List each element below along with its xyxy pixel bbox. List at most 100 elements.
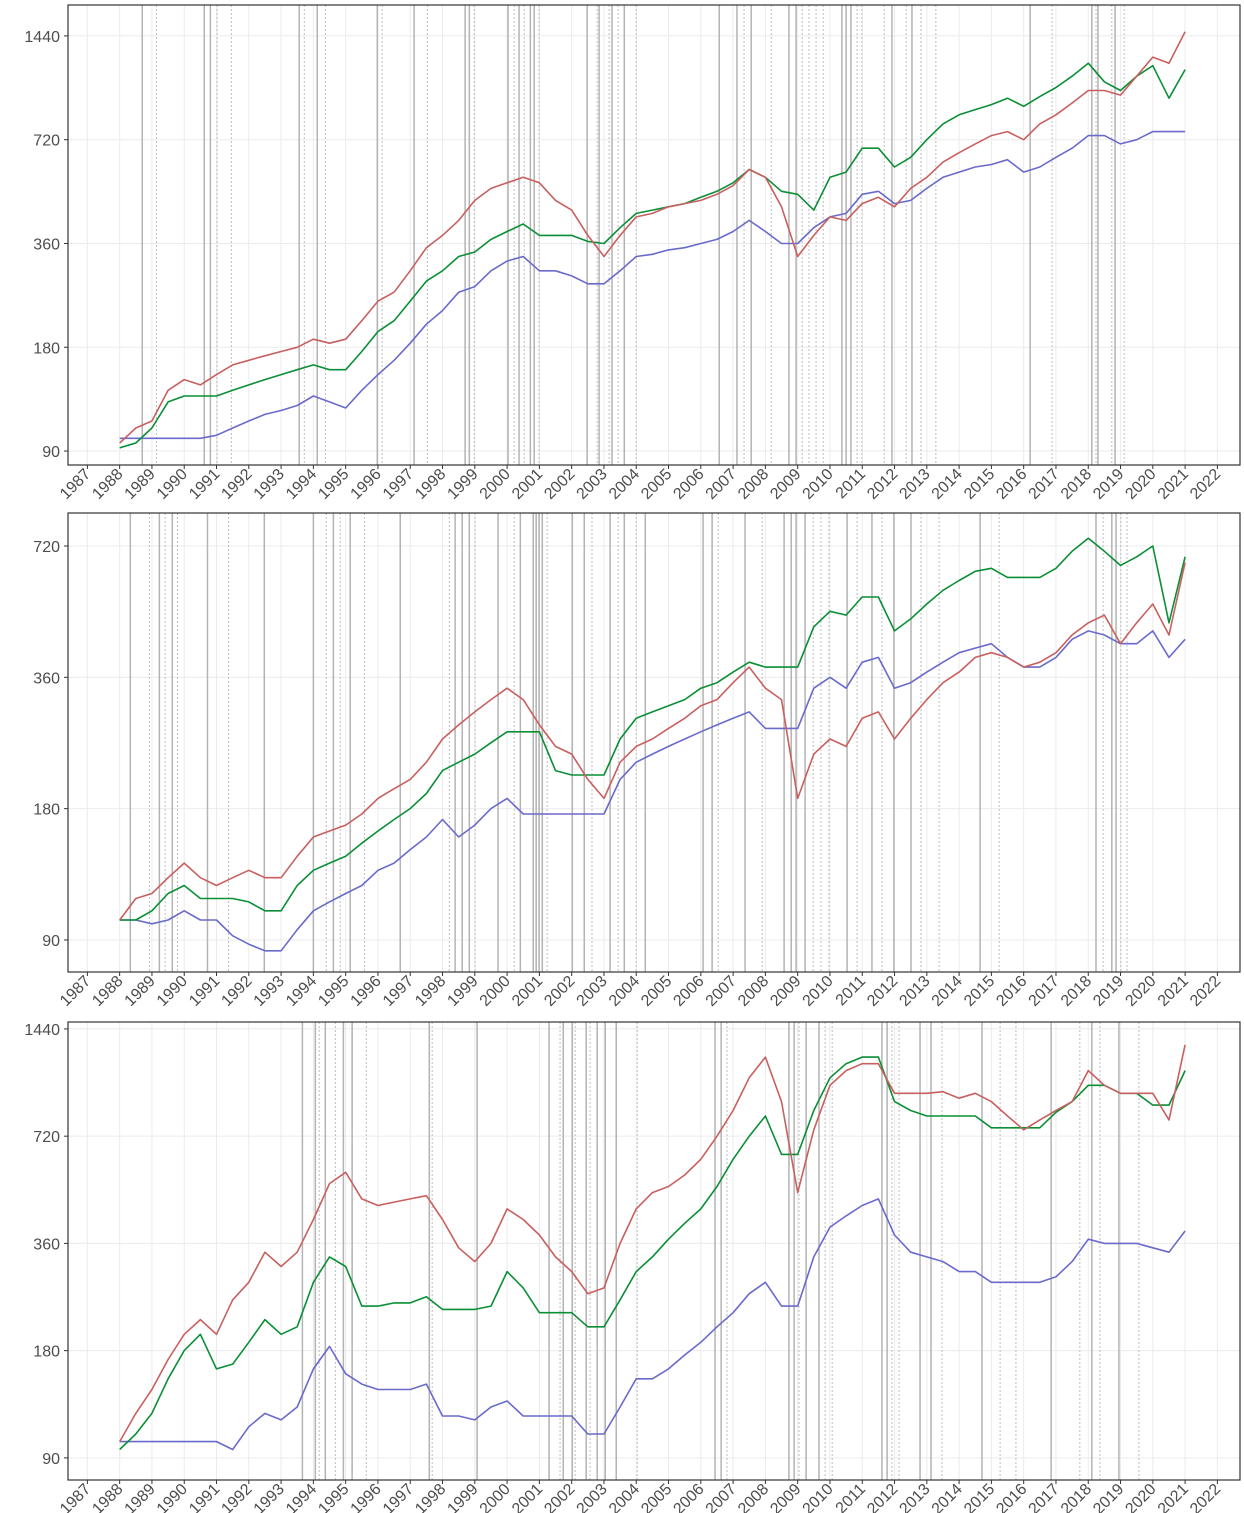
x-tick-label: 2016 (993, 1481, 1030, 1513)
x-tick-label: 2013 (896, 973, 933, 1010)
series-line (119, 630, 1186, 952)
lines (119, 537, 1186, 952)
y-tick-label: 720 (33, 133, 60, 150)
y-tick-label: 360 (33, 1236, 60, 1253)
y-tick-label: 1440 (24, 29, 60, 46)
x-tick-label: 1993 (251, 1481, 288, 1513)
x-tick-label: 1988 (89, 973, 126, 1010)
x-tick-label: 1992 (218, 466, 255, 503)
x-tick-label: 2003 (574, 973, 611, 1010)
series-line (119, 1198, 1186, 1451)
x-tick-label: 1996 (348, 1481, 385, 1513)
x-tick-label: 2018 (1058, 973, 1095, 1010)
x-tick-label: 2019 (1090, 1481, 1127, 1513)
x-tick-label: 2006 (670, 1481, 707, 1513)
y-tick-label: 720 (33, 539, 60, 556)
y-tick-label: 1440 (24, 1022, 60, 1039)
x-tick-label: 1987 (57, 973, 94, 1010)
x-tick-label: 2000 (477, 973, 514, 1010)
x-tick-label: 1994 (283, 466, 320, 503)
lines (119, 31, 1186, 449)
x-tick-label: 1997 (380, 466, 417, 503)
plot-border (67, 512, 1241, 973)
x-tick-label: 2011 (833, 973, 869, 1009)
x-tick-label: 2007 (703, 973, 740, 1010)
plot-border (67, 1021, 1241, 1481)
x-tick-label: 2015 (961, 973, 998, 1010)
x-tick-label: 1987 (57, 466, 94, 503)
x-tick-label: 1990 (154, 466, 191, 503)
x-tick-label: 1998 (412, 973, 449, 1010)
x-tick-label: 1995 (315, 973, 352, 1010)
x-tick-label: 2003 (574, 1481, 611, 1513)
x-tick-label: 1998 (412, 1481, 449, 1513)
x-tick-label: 2009 (767, 1481, 804, 1513)
x-tick-label: 2012 (864, 973, 901, 1010)
x-tick-label: 2003 (574, 466, 611, 503)
x-tick-label: 2021 (1155, 466, 1192, 503)
x-tick-label: 2013 (896, 466, 933, 503)
x-tick-label: 2000 (477, 466, 514, 503)
panel: 9018036072019871988198919901991199219931… (33, 512, 1241, 1010)
x-tick-label: 1989 (122, 466, 159, 503)
x-tick-label: 2015 (961, 1481, 998, 1513)
x-tick-label: 2022 (1187, 973, 1224, 1010)
x-tick-label: 2008 (735, 973, 772, 1010)
x-tick-label: 2008 (735, 466, 772, 503)
x-tick-label: 1997 (380, 1481, 417, 1513)
x-tick-label: 2017 (1026, 1481, 1063, 1513)
series-line (119, 31, 1186, 444)
x-tick-label: 2014 (929, 1481, 966, 1513)
x-tick-label: 1994 (283, 1481, 320, 1513)
x-tick-label: 1999 (444, 466, 481, 503)
series-line (119, 130, 1186, 440)
x-tick-label: 2002 (541, 466, 578, 503)
x-tick-label: 1992 (218, 1481, 255, 1513)
x-tick-label: 2017 (1026, 466, 1063, 503)
x-tick-label: 2007 (703, 466, 740, 503)
x-tick-label: 1996 (348, 973, 385, 1010)
x-tick-label: 2022 (1187, 466, 1224, 503)
x-tick-label: 2006 (670, 466, 707, 503)
x-tick-label: 1998 (412, 466, 449, 503)
x-tick-label: 1993 (251, 466, 288, 503)
x-tick-label: 2002 (541, 1481, 578, 1513)
x-tick-label: 2021 (1155, 1481, 1192, 1513)
x-tick-label: 2016 (993, 466, 1030, 503)
lines (119, 1044, 1186, 1451)
x-tick-label: 2008 (735, 1481, 772, 1513)
x-tick-label: 2006 (670, 973, 707, 1010)
x-tick-label: 2014 (929, 466, 966, 503)
y-tick-label: 180 (33, 340, 60, 357)
x-tick-label: 2004 (606, 973, 643, 1010)
y-tick-label: 180 (33, 802, 60, 819)
x-tick-label: 2020 (1122, 466, 1159, 503)
x-tick-label: 2011 (833, 466, 869, 502)
y-tick-label: 360 (33, 670, 60, 687)
y-tick-label: 180 (33, 1344, 60, 1361)
x-tick-label: 2019 (1090, 973, 1127, 1010)
x-tick-label: 2001 (509, 973, 546, 1010)
y-tick-label: 360 (33, 236, 60, 253)
x-tick-label: 1992 (218, 973, 255, 1010)
x-tick-label: 1990 (154, 973, 191, 1010)
x-tick-label: 2017 (1026, 973, 1063, 1010)
x-tick-label: 1989 (122, 1481, 159, 1513)
x-tick-label: 2001 (509, 466, 546, 503)
y-tick-label: 90 (42, 1451, 60, 1468)
plot-border (67, 4, 1241, 466)
x-tick-label: 2002 (541, 973, 578, 1010)
series-line (119, 562, 1186, 921)
x-tick-label: 2018 (1058, 466, 1095, 503)
x-tick-label: 2015 (961, 466, 998, 503)
x-tick-label: 1988 (89, 1481, 126, 1513)
x-tick-label: 2007 (703, 1481, 740, 1513)
x-tick-label: 2005 (638, 973, 675, 1010)
x-tick-label: 1999 (444, 973, 481, 1010)
x-tick-label: 2020 (1122, 1481, 1159, 1513)
x-tick-label: 1987 (57, 1481, 94, 1513)
series-line (119, 62, 1186, 449)
y-tick-label: 90 (42, 933, 60, 950)
